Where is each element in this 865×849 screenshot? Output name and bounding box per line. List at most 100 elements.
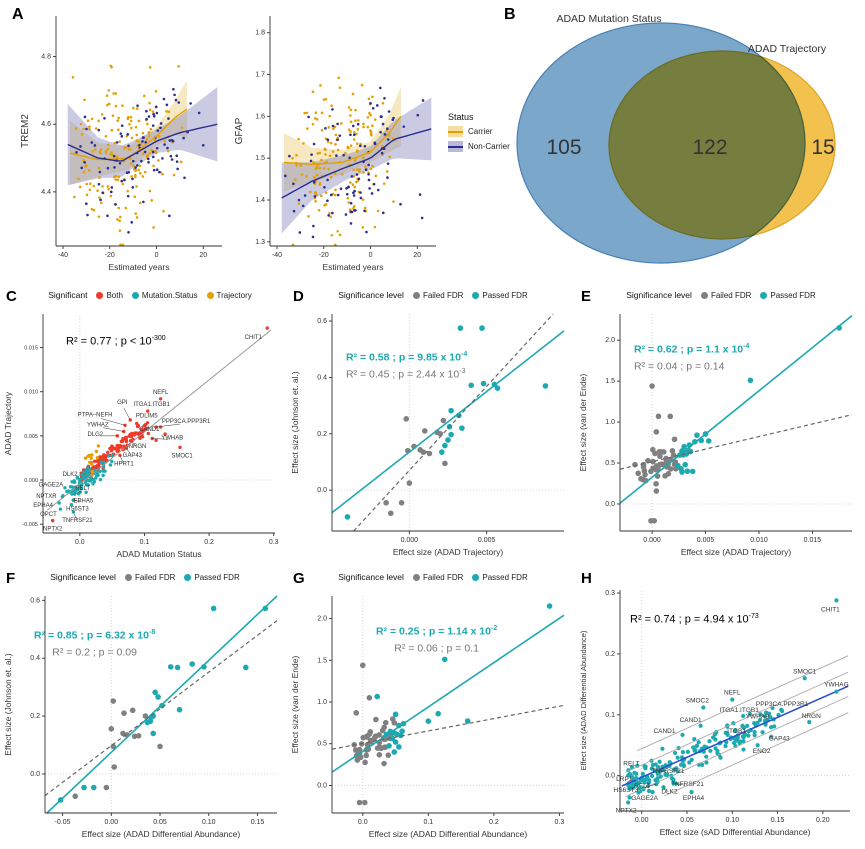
svg-text:RELT: RELT	[623, 760, 639, 767]
panel-h-stats: R² = 0.74 ; p = 4.94 x 10-73	[630, 613, 759, 626]
svg-text:NEFL: NEFL	[724, 690, 741, 697]
panel-g-plot: 0.0 0.1 0.2 0.3 0.0 0.5 1.0 1.5 2.0 Effect size (…	[290, 596, 565, 839]
svg-text:Effect size (Johnson et. al.): Effect size (Johnson et. al.)	[3, 653, 13, 756]
legend-title: Significance level	[50, 572, 116, 582]
svg-text:-20: -20	[105, 252, 115, 259]
venn-set2-label: ADAD Trajectory	[748, 43, 827, 55]
svg-text:GFAP: GFAP	[234, 117, 245, 144]
legend-title: Significance level	[338, 572, 404, 582]
svg-text:0.00: 0.00	[104, 819, 118, 826]
svg-text:PPP3CA.PPP3R1: PPP3CA.PPP3R1	[162, 419, 211, 425]
panel-h-letter: H	[581, 570, 592, 587]
gray-dot-icon	[124, 573, 132, 581]
svg-text:PTPA–NEFH: PTPA–NEFH	[78, 412, 113, 418]
legend-item-label: Trajectory	[216, 290, 252, 300]
panel-h-plot: CHIT1SMOC1YWHAGNEFLSMOC2PPP3CA.PPP3R1ITG…	[579, 590, 850, 837]
legend-title: Significance level	[338, 290, 404, 300]
svg-text:0.2: 0.2	[489, 819, 499, 826]
orange-dot-icon	[206, 291, 214, 299]
svg-text:1.5: 1.5	[317, 657, 327, 664]
carrier-swatch-icon	[448, 126, 463, 137]
legend-item-failed-fdr: Failed FDR	[412, 290, 464, 300]
svg-text:YWHAG: YWHAG	[824, 682, 849, 689]
legend-item-passed-fdr: Passed FDR	[472, 290, 528, 300]
panel-c-letter: C	[6, 288, 17, 305]
svg-text:EPHA5: EPHA5	[74, 498, 94, 504]
panel-d-stats: R² = 0.58 ; p = 9.85 x 10-4 R² = 0.45 ; …	[346, 351, 468, 380]
panel-c-plot: CHIT1 NEFL ITGA1.ITGB1 GPI PTPA–NEFH PDLIM5 PP…	[3, 314, 279, 559]
legend-title: Significance level	[626, 290, 692, 300]
venn-diagram: ADAD Mutation Status ADAD Trajectory 105…	[516, 13, 836, 264]
svg-text:0.1: 0.1	[140, 539, 150, 546]
svg-text:NRGN: NRGN	[129, 444, 147, 450]
noncarrier-swatch-icon	[448, 141, 463, 152]
svg-text:0.0: 0.0	[30, 771, 40, 778]
venn-count-left: 105	[546, 136, 581, 159]
svg-text:0.005: 0.005	[24, 434, 38, 440]
svg-text:1.5: 1.5	[605, 378, 615, 385]
teal-dot-icon	[760, 291, 768, 299]
svg-text:LRP1: LRP1	[616, 776, 633, 783]
panel-f-stats: R² = 0.85 ; p = 6.32 x 10-8 R² = 0.2 ; p…	[34, 629, 156, 658]
svg-text:0.05: 0.05	[153, 819, 167, 826]
svg-text:SMOC1: SMOC1	[171, 453, 193, 459]
svg-text:0.00: 0.00	[635, 817, 649, 824]
panel-f-plot: -0.05 0.00 0.05 0.10 0.15 0.0 0.2 0.4 0.6 Effect …	[3, 595, 278, 839]
svg-text:0.2: 0.2	[30, 713, 40, 720]
svg-text:EPHA4: EPHA4	[33, 503, 53, 509]
status-legend-title: Status	[448, 112, 474, 122]
svg-text:TNFRSF21: TNFRSF21	[652, 768, 685, 775]
svg-text:Effect size (van der Ende): Effect size (van der Ende)	[290, 656, 300, 754]
svg-text:4.8: 4.8	[41, 54, 51, 61]
svg-text:GPI: GPI	[117, 400, 128, 406]
legend-item-trajectory: Trajectory	[206, 290, 252, 300]
svg-text:20: 20	[199, 252, 207, 259]
svg-text:EPHA4: EPHA4	[683, 795, 705, 802]
svg-text:HS6ST3: HS6ST3	[66, 507, 89, 513]
panel-a-trem2-plot: -40 -20 0 20 4.4 4.6 4.8 Estimated years TREM2	[20, 16, 222, 272]
svg-text:Effect size (ADAD Trajectory): Effect size (ADAD Trajectory)	[393, 547, 504, 557]
svg-text:4.6: 4.6	[41, 121, 51, 128]
svg-text:YWHAZ: YWHAZ	[87, 422, 109, 428]
svg-text:20: 20	[413, 252, 421, 259]
legend-item-label: Failed FDR	[134, 572, 176, 582]
svg-text:0.0: 0.0	[358, 819, 368, 826]
svg-text:CAND1: CAND1	[680, 717, 702, 724]
svg-text:1.8: 1.8	[255, 30, 265, 37]
svg-text:NPTXR: NPTXR	[36, 494, 57, 500]
svg-text:ITGA1.ITGB1: ITGA1.ITGB1	[134, 402, 171, 408]
svg-text:1.0: 1.0	[317, 699, 327, 706]
svg-text:ADAD Mutation Status: ADAD Mutation Status	[116, 549, 201, 559]
svg-text:RELT: RELT	[634, 783, 650, 790]
venn-count-right: 15	[811, 136, 834, 159]
panel-e-stats: R² = 0.62 ; p = 1.1 x 10-4 R² = 0.04 ; p…	[634, 343, 750, 372]
venn-count-overlap: 122	[692, 136, 727, 159]
svg-text:NRGN: NRGN	[802, 713, 821, 720]
svg-text:0.005: 0.005	[697, 537, 715, 544]
legend-item-failed-fdr: Failed FDR	[412, 573, 463, 582]
svg-text:Effect size (Johnson et. al.): Effect size (Johnson et. al.)	[290, 371, 300, 474]
svg-text:GAGE2A: GAGE2A	[39, 482, 64, 488]
svg-text:0.20: 0.20	[816, 817, 830, 824]
svg-text:YWHAB: YWHAB	[161, 436, 183, 442]
legend-item-noncarrier: Non-Carrier	[448, 141, 522, 152]
svg-text:0.2: 0.2	[317, 431, 327, 438]
panel-a-gfap-plot: -40 -20 0 20 1.3 1.4 1.5 1.6 1.7 1.8 Estimated yea…	[234, 16, 436, 272]
svg-text:-0.005: -0.005	[22, 522, 38, 528]
legend-item-mutation-status: Mutation.Status	[131, 291, 198, 300]
svg-text:2.0: 2.0	[317, 616, 327, 623]
svg-text:YWHAB: YWHAB	[746, 714, 770, 721]
teal-dot-icon	[472, 291, 480, 299]
svg-text:0.15: 0.15	[771, 817, 785, 824]
svg-text:HPRT1: HPRT1	[114, 461, 134, 467]
svg-text:0.0: 0.0	[605, 501, 615, 508]
legend-item-label: Failed FDR	[422, 290, 464, 300]
svg-text:0.2: 0.2	[204, 539, 214, 546]
svg-text:Effect size (sAD Differential: Effect size (sAD Differential Abundance)	[660, 827, 811, 837]
legend-item-label: Passed FDR	[482, 572, 528, 582]
svg-text:0.10: 0.10	[202, 819, 216, 826]
legend-item-label: Failed FDR	[710, 290, 752, 300]
fdr-legend-g: Significance level Failed FDR Passed FDR	[308, 572, 558, 582]
legend-item-label: Passed FDR	[482, 290, 528, 300]
gray-dot-icon	[700, 291, 708, 299]
